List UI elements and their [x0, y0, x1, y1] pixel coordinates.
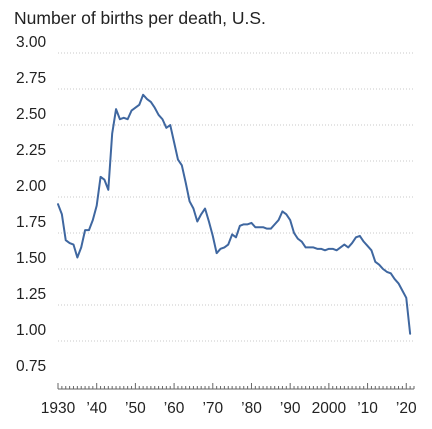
y-axis-tick-labels: 0.75 1.00 1.25 1.50 1.75 2.00 2.25 2.50 2.75 3.00 — [16, 34, 47, 375]
y-tick-label: 1.50 — [16, 250, 47, 267]
x-tick-label: 2000 — [312, 400, 347, 417]
y-tick-label: 2.00 — [16, 178, 47, 195]
x-axis: 1930 ’40 ’50 ’60 ’70 ’80 ’90 2000 ’10 ’20 — [41, 383, 417, 417]
y-tick-label: 0.75 — [16, 358, 46, 375]
series-line — [57, 93, 412, 335]
x-tick-label: ’40 — [86, 400, 107, 417]
y-tick-label: 1.00 — [16, 322, 47, 339]
y-tick-label: 2.75 — [16, 70, 46, 87]
y-tick-label: 2.25 — [16, 142, 46, 159]
x-tick-label: ’10 — [357, 400, 378, 417]
y-tick-label: 3.00 — [16, 34, 47, 51]
x-tick-label: ’50 — [125, 400, 146, 417]
series-group — [57, 93, 412, 335]
x-tick-label: ’20 — [396, 400, 417, 417]
x-tick-label: ’90 — [280, 400, 301, 417]
chart-title: Number of births per death, U.S. — [14, 8, 266, 28]
gridlines — [58, 52, 414, 342]
y-tick-label: 1.75 — [16, 214, 46, 231]
y-tick-label: 2.50 — [16, 106, 47, 123]
y-tick-label: 1.25 — [16, 286, 46, 303]
x-tick-label: 1930 — [41, 400, 76, 417]
x-tick-label: ’80 — [241, 400, 262, 417]
x-tick-label: ’60 — [164, 400, 185, 417]
x-tick-label: ’70 — [202, 400, 223, 417]
